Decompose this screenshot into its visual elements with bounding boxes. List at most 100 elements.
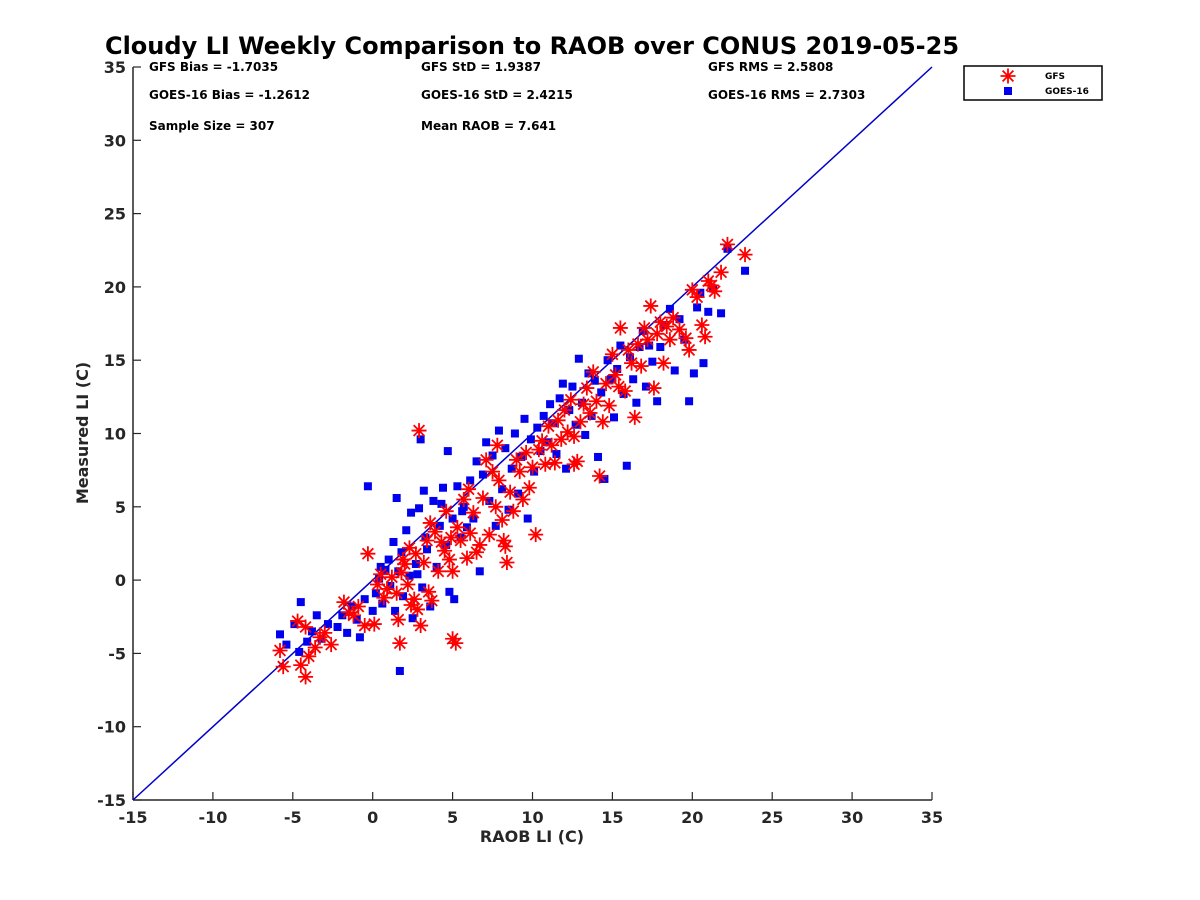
legend-label: GFS (1045, 72, 1065, 82)
data-point (494, 426, 503, 435)
data-point (389, 585, 405, 601)
data-point (625, 353, 634, 362)
data-point (295, 647, 304, 656)
data-point (498, 485, 507, 494)
data-point (466, 476, 475, 485)
data-point (433, 534, 449, 550)
data-point (485, 496, 494, 505)
data-point (717, 309, 726, 318)
data-point (520, 414, 529, 423)
y-tick-label: -15 (97, 791, 126, 810)
data-point (608, 367, 624, 383)
data-point (636, 320, 652, 336)
y-tick-label: 25 (104, 205, 126, 224)
x-tick-label: -5 (284, 808, 302, 827)
data-point (693, 303, 702, 312)
axes: -15 -10 -5 0 5 10 15 20 25 30 35 -15 -10 -5 0 5 10 15 20 25… (97, 58, 943, 827)
data-point (681, 342, 697, 358)
x-tick-label: 5 (447, 808, 458, 827)
data-point (413, 618, 429, 634)
data-point (448, 635, 464, 651)
data-point (430, 563, 446, 579)
y-tick-label: 10 (104, 425, 126, 444)
data-point (494, 512, 510, 528)
data-point (703, 277, 719, 293)
y-tick-label: -5 (108, 644, 126, 663)
data-point (579, 380, 595, 396)
data-point (523, 514, 532, 523)
data-point (397, 548, 406, 557)
data-point (272, 642, 288, 658)
data-point (592, 468, 608, 484)
data-point (719, 236, 735, 252)
data-point (323, 637, 339, 653)
data-point (553, 431, 569, 447)
y-axis-label: Measured LI (C) (73, 362, 92, 504)
data-point (547, 455, 563, 471)
chart-title: Cloudy LI Weekly Comparison to RAOB over… (105, 32, 959, 60)
data-point (456, 491, 472, 507)
data-point (379, 581, 395, 597)
data-point (411, 423, 427, 439)
data-point (336, 594, 352, 610)
data-point (562, 464, 571, 473)
data-point (518, 445, 534, 461)
data-point (612, 320, 628, 336)
data-point (403, 597, 419, 613)
data-point (333, 623, 342, 632)
data-point (338, 611, 347, 620)
data-point (485, 464, 501, 480)
data-point (371, 589, 380, 598)
y-tick-label: 30 (104, 131, 126, 150)
data-point (659, 318, 675, 334)
data-point (566, 456, 582, 472)
data-point (528, 527, 544, 543)
data-point (689, 289, 705, 305)
legend-box (963, 65, 1103, 101)
data-point (504, 505, 513, 514)
data-point (459, 550, 475, 566)
data-point (611, 379, 627, 395)
data-point (489, 437, 505, 453)
data-point (560, 424, 576, 440)
data-point (530, 467, 539, 476)
data-point (737, 247, 753, 263)
data-point (462, 523, 471, 532)
data-point (341, 604, 357, 620)
data-point (290, 613, 306, 629)
data-point (638, 326, 647, 335)
data-point (432, 562, 441, 571)
data-point (276, 630, 285, 639)
data-point (437, 543, 453, 559)
data-point (390, 612, 406, 628)
data-point (395, 552, 411, 568)
data-point (645, 341, 654, 350)
data-point (609, 413, 618, 422)
data-point (453, 533, 469, 549)
data-point (488, 451, 497, 460)
data-point (572, 414, 588, 430)
data-point (439, 483, 448, 492)
data-point (537, 456, 553, 472)
data-point (533, 423, 542, 432)
data-point (656, 343, 665, 352)
data-point (360, 595, 369, 604)
data-point (298, 669, 314, 685)
data-point (375, 574, 384, 583)
data-point (546, 400, 555, 409)
data-point (482, 438, 491, 447)
data-point (366, 616, 382, 632)
data-point (378, 599, 387, 608)
data-point (549, 419, 558, 428)
data-point (363, 482, 372, 491)
data-point (405, 571, 414, 580)
data-point (408, 614, 417, 623)
data-point (672, 321, 688, 337)
data-point (558, 379, 567, 388)
data-point (395, 666, 404, 675)
data-point (699, 359, 708, 368)
data-point (641, 382, 650, 391)
data-point (389, 537, 398, 546)
data-point (369, 576, 385, 592)
data-point (542, 438, 551, 447)
